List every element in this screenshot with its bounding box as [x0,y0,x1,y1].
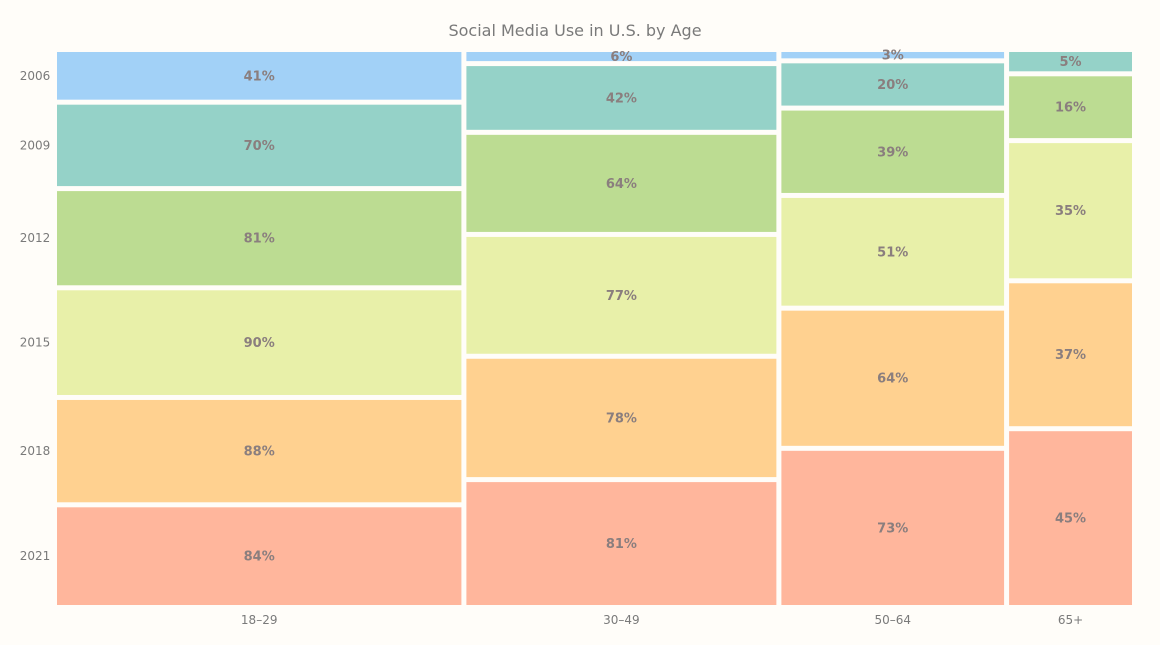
bar-50–64-2012[interactable] [781,110,1005,193]
x-tick-label: 30–49 [603,613,640,627]
value-label: 73% [877,521,908,536]
y-axis-ticks: 2006 2009 2012 2015 2018 2021 [20,69,51,563]
y-tick-label: 2015 [20,336,51,350]
value-label: 64% [606,177,637,192]
value-label: 5% [1060,55,1082,70]
y-tick-label: 2018 [20,444,51,458]
bar-50–64-2021[interactable] [781,450,1005,605]
value-labels: 41% 70% 81% 90% 88% 84% 6% 42% 64% 77% 78% 81% 3% 20%… [244,49,1086,565]
value-label: 39% [877,145,908,160]
x-axis-ticks: 18–29 30–49 50–64 65+ [241,613,1083,627]
bar-65+-2015[interactable] [1009,143,1132,279]
value-label: 37% [1055,348,1086,363]
x-tick-label: 50–64 [874,613,911,627]
bar-18–29-2015[interactable] [57,290,462,395]
y-tick-label: 2006 [20,69,51,83]
value-label: 84% [244,550,275,565]
value-label: 81% [244,232,275,247]
bar-30–49-2012[interactable] [466,134,777,232]
value-label: 70% [244,139,275,154]
value-label: 51% [877,245,908,260]
value-label: 78% [606,411,637,426]
value-label: 81% [606,537,637,552]
bar-65+-2021[interactable] [1009,431,1132,605]
bar-30–49-2006[interactable] [466,52,777,62]
bar-65+-2009[interactable] [1009,52,1132,72]
bar-30–49-2015[interactable] [466,236,777,354]
value-label: 64% [877,372,908,387]
value-label: 16% [1055,101,1086,116]
value-label: 35% [1055,204,1086,219]
value-label: 3% [882,49,904,64]
value-label: 41% [244,69,275,84]
value-label: 45% [1055,512,1086,527]
value-label: 6% [610,50,632,65]
bar-65+-2018[interactable] [1009,283,1132,427]
value-label: 77% [606,289,637,304]
bar-50–64-2015[interactable] [781,197,1005,306]
bar-18–29-2006[interactable] [57,52,462,100]
value-label: 42% [606,91,637,106]
bar-30–49-2021[interactable] [466,482,777,605]
bar-18–29-2009[interactable] [57,104,462,187]
x-tick-label: 18–29 [241,613,278,627]
value-label: 20% [877,78,908,93]
bar-50–64-2009[interactable] [781,63,1005,106]
chart-title: Social Media Use in U.S. by Age [448,21,701,40]
value-label: 90% [244,336,275,351]
bar-50–64-2006[interactable] [781,52,1005,59]
bar-30–49-2018[interactable] [466,358,777,478]
y-tick-label: 2009 [20,138,51,152]
bar-18–29-2018[interactable] [57,399,462,503]
bar-30–49-2009[interactable] [466,66,777,130]
bar-65+-2012[interactable] [1009,76,1132,139]
y-tick-label: 2021 [20,549,51,563]
bar-18–29-2021[interactable] [57,507,462,605]
value-label: 88% [244,445,275,460]
bar-50–64-2018[interactable] [781,310,1005,446]
bar-18–29-2012[interactable] [57,191,462,286]
y-tick-label: 2012 [20,231,51,245]
x-tick-label: 65+ [1058,613,1083,627]
chart-bars [57,52,1132,605]
